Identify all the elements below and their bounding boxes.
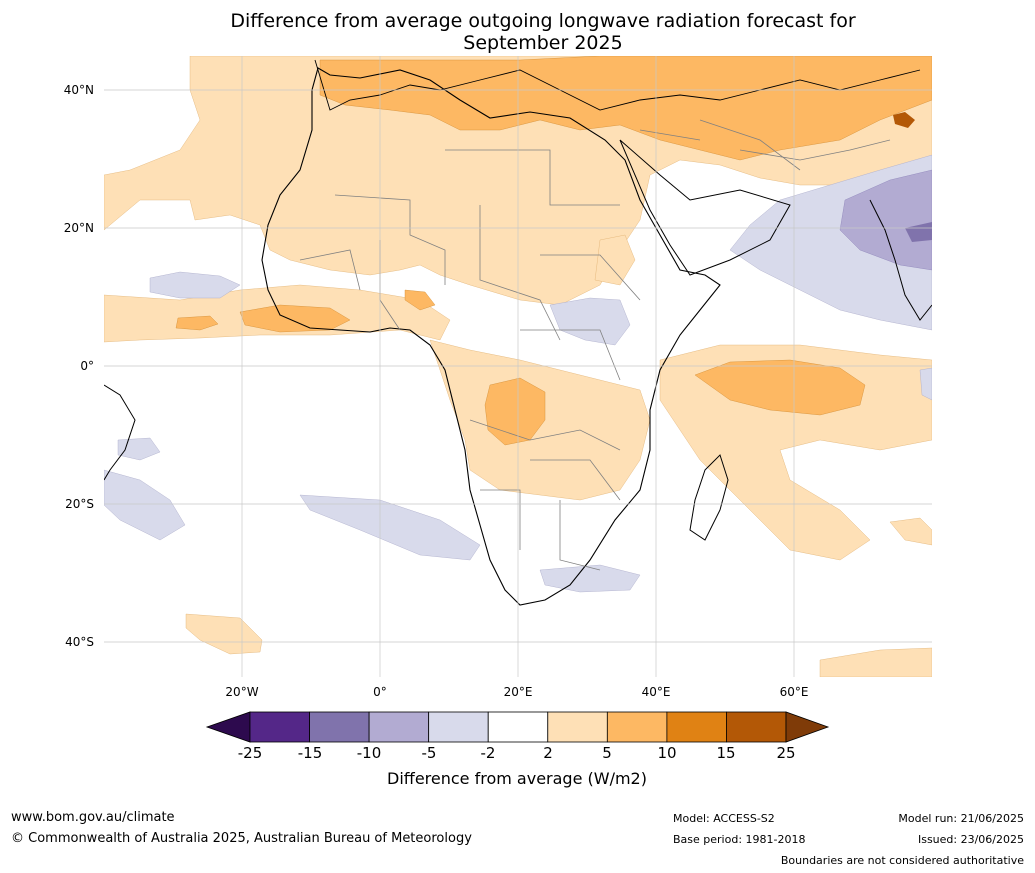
footer-url[interactable]: www.bom.gov.au/climate	[11, 810, 175, 825]
colorbar-tick-4: -5	[421, 744, 437, 762]
colorbar-tick-10: 25	[776, 744, 796, 762]
chart-title: Difference from average outgoing longwav…	[150, 10, 936, 54]
country-borders	[299, 119, 891, 571]
lat-label-40n: 40°N	[63, 83, 94, 97]
lon-label-60e: 60°E	[779, 685, 809, 699]
anomaly-light-orange-south-b	[819, 647, 932, 677]
anomaly-light-orange-south-c	[889, 517, 932, 546]
anomaly-lavender-cape	[539, 564, 641, 593]
anomaly-orange-indian	[694, 359, 866, 416]
footer-model: Model: ACCESS-S2	[673, 812, 775, 825]
lat-label-20s: 20°S	[65, 497, 94, 511]
colorbar-tick-6: 2	[543, 744, 553, 762]
footer-copyright: © Commonwealth of Australia 2025, Austra…	[11, 831, 472, 846]
lon-label-20e: 20°E	[503, 685, 533, 699]
anomaly-dark-orange-caspian	[893, 112, 915, 128]
colorbar-tick-7: 5	[602, 744, 612, 762]
graticule	[104, 56, 932, 677]
lon-label-20w: 20°W	[225, 685, 259, 699]
lon-label-0: 0°	[373, 685, 387, 699]
colorbar-tick-5: -2	[480, 744, 496, 762]
anomaly-orange-sahel-a	[175, 315, 219, 331]
colorbar-tick-2: -15	[297, 744, 323, 762]
anomaly-lavender-atlantic-south-b	[299, 494, 481, 561]
lat-label-40s: 40°S	[65, 635, 94, 649]
india-coastline	[869, 199, 932, 321]
colorbar-label: Difference from average (W/m2)	[387, 769, 647, 788]
europe-coastline	[314, 59, 921, 111]
colorbar-tick-9: 15	[716, 744, 736, 762]
anomaly-orange-sahel-west	[239, 304, 351, 333]
colorbar-tick-8: 10	[657, 744, 677, 762]
anomaly-orange-gulf	[404, 289, 436, 311]
title-line-2: September 2025	[463, 32, 623, 54]
anomaly-lavender-atlantic-north	[149, 271, 241, 299]
footer-base-period: Base period: 1981-2018	[673, 833, 806, 846]
lat-label-20n: 20°N	[63, 221, 94, 235]
title-line-1: Difference from average outgoing longwav…	[230, 10, 856, 32]
footer-model-run: Model run: 21/06/2025	[898, 812, 1024, 825]
anomaly-lavender-indian-east	[919, 367, 932, 401]
anomaly-layer	[104, 56, 932, 677]
footer-issued: Issued: 23/06/2025	[917, 833, 1024, 846]
anomaly-purple-arabian-sea	[839, 169, 932, 271]
anomaly-deep-purple-arabian-sea	[905, 222, 932, 242]
anomaly-lavender-east-africa	[549, 297, 631, 346]
colorbar-tick-3: -10	[356, 744, 382, 762]
lon-label-40e: 40°E	[641, 685, 671, 699]
colorbar-tick-1: -25	[237, 744, 263, 762]
anomaly-light-orange-east-africa	[594, 234, 636, 286]
south-america-coastline	[104, 384, 136, 481]
anomaly-lavender-gulf-guinea	[117, 437, 161, 461]
arabia-coastline	[619, 139, 791, 276]
anomaly-lavender-atlantic-south-a	[104, 469, 186, 541]
madagascar-coastline	[689, 454, 729, 541]
africa-coastline	[261, 67, 721, 606]
anomaly-light-orange-south-a	[185, 613, 263, 655]
footer-disclaimer: Boundaries are not considered authoritat…	[780, 854, 1024, 867]
lat-label-0: 0°	[80, 359, 94, 373]
